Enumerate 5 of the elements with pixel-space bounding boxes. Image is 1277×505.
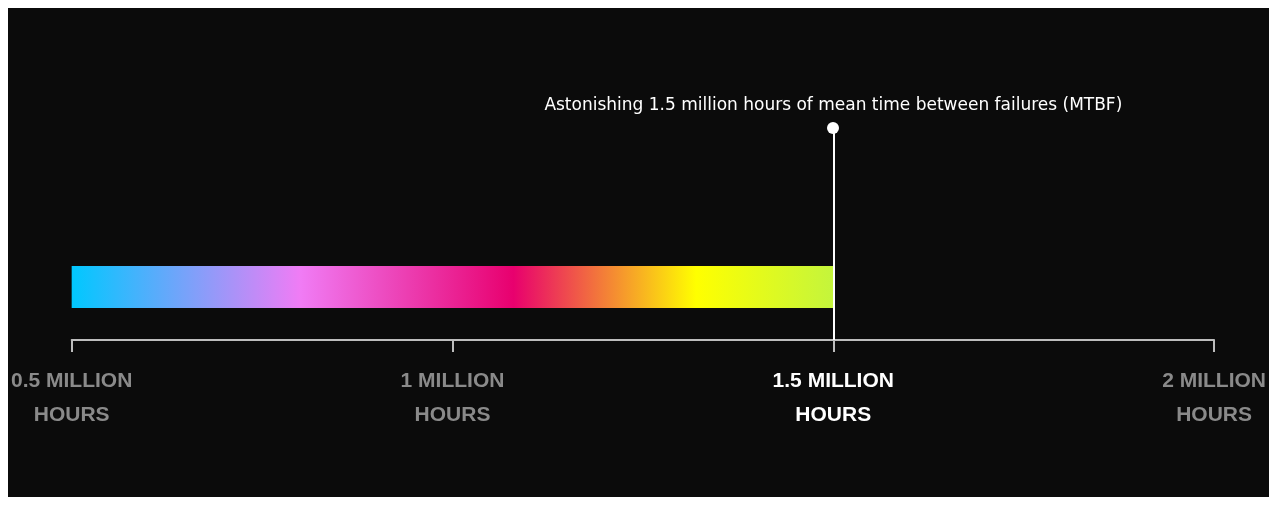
ref-line-label: Astonishing 1.5 million hours of mean time between failures (MTBF) bbox=[544, 93, 1123, 114]
x-tick-label: 0.5 MILLION HOURS bbox=[10, 367, 133, 425]
x-tick-label: 2 MILLION HOURS bbox=[1162, 367, 1267, 425]
x-tick-label: 1.5 MILLION HOURS bbox=[772, 367, 894, 425]
x-tick-label: 1 MILLION HOURS bbox=[400, 367, 505, 425]
